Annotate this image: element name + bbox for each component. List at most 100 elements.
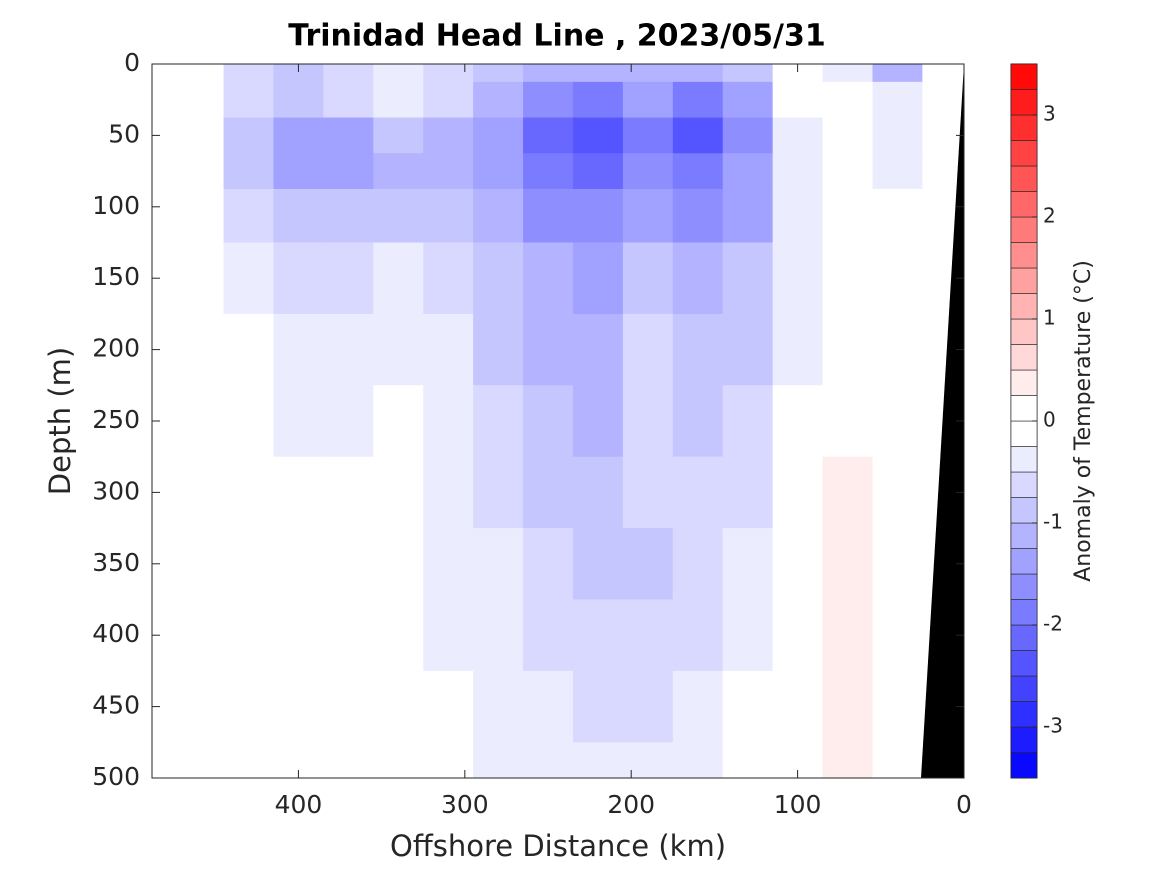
contour-cell xyxy=(423,64,474,83)
y-tick-label: 400 xyxy=(92,619,140,648)
contour-cell xyxy=(672,670,724,743)
y-tick-label: 500 xyxy=(92,762,140,791)
contour-cell xyxy=(423,599,474,672)
colorbar-label: Anomaly of Temperature (°C) xyxy=(1071,260,1096,582)
contour-cell xyxy=(722,456,774,529)
contour-cell xyxy=(473,188,524,244)
contour-cell xyxy=(423,456,474,529)
contour-cell xyxy=(722,670,774,743)
contour-cell xyxy=(223,188,275,244)
contour-cell xyxy=(273,528,324,601)
contour-cell xyxy=(872,313,924,386)
colorbar-band xyxy=(1010,344,1038,371)
contour-cell xyxy=(473,456,524,529)
contour-cell xyxy=(473,81,524,119)
contour-cell xyxy=(323,456,374,529)
colorbar-band xyxy=(1010,293,1038,320)
contour-cell xyxy=(373,313,424,386)
contour-cell xyxy=(772,117,824,154)
contour-cell xyxy=(822,64,874,83)
colorbar-band xyxy=(1010,624,1038,651)
contour-cell xyxy=(572,242,624,315)
contour-cell xyxy=(572,117,624,154)
contour-cell xyxy=(722,81,774,119)
colorbar-band xyxy=(1010,497,1038,524)
y-tick-label: 100 xyxy=(92,191,140,220)
contour-cell xyxy=(772,242,824,315)
contour-cell xyxy=(572,456,624,529)
contour-cell xyxy=(373,64,424,83)
y-tick-label: 300 xyxy=(92,476,140,505)
x-tick-label: 400 xyxy=(275,790,323,819)
colorbar-band xyxy=(1010,114,1038,141)
contour-cell xyxy=(572,528,624,601)
contour-cell xyxy=(672,528,724,601)
contour-cell xyxy=(672,385,724,458)
contour-cell xyxy=(822,188,874,244)
contour-cell xyxy=(722,242,774,315)
contour-cell xyxy=(872,188,924,244)
contour-cell xyxy=(822,742,874,779)
contour-cell xyxy=(872,742,924,779)
contour-cell xyxy=(273,81,324,119)
contour-cell xyxy=(672,742,724,779)
contour-cell xyxy=(872,153,924,190)
contour-cell xyxy=(672,313,724,386)
contour-cell xyxy=(523,188,574,244)
contour-cell xyxy=(622,242,674,315)
contour-cell xyxy=(223,64,275,83)
contour-cell xyxy=(822,456,874,529)
contour-cell xyxy=(223,599,275,672)
contour-cell xyxy=(722,153,774,190)
plot-frame xyxy=(151,63,965,779)
contour-cell xyxy=(223,313,275,386)
contour-cell xyxy=(772,528,824,601)
colorbar-band xyxy=(1010,675,1038,702)
contour-cell xyxy=(523,456,574,529)
contour-cell xyxy=(572,670,624,743)
contour-cell xyxy=(872,64,924,83)
y-tick-label: 150 xyxy=(92,262,140,291)
colorbar-band xyxy=(1010,548,1038,575)
contour-cell xyxy=(822,670,874,743)
contour-cell xyxy=(572,64,624,83)
contour-cell xyxy=(872,456,924,529)
contour-cell xyxy=(373,385,424,458)
contour-cell xyxy=(273,313,324,386)
contour-cell xyxy=(473,242,524,315)
contour-cell xyxy=(523,242,574,315)
contour-cell xyxy=(223,456,275,529)
contour-cell xyxy=(323,313,374,386)
contour-cell xyxy=(822,81,874,119)
contour-cell xyxy=(373,153,424,190)
contour-cell xyxy=(423,313,474,386)
contour-cell xyxy=(722,528,774,601)
contour-cell xyxy=(622,599,674,672)
contour-cell xyxy=(622,528,674,601)
contour-cell xyxy=(473,670,524,743)
contour-cell xyxy=(622,742,674,779)
contour-cell xyxy=(473,64,524,83)
contour-cell xyxy=(572,599,624,672)
contour-cell xyxy=(323,64,374,83)
contour-cell xyxy=(373,742,424,779)
contour-cell xyxy=(772,456,824,529)
contour-cell xyxy=(223,242,275,315)
contour-cell xyxy=(822,153,874,190)
x-axis-label: Offshore Distance (km) xyxy=(390,829,726,863)
contour-field xyxy=(223,64,965,779)
contour-cell xyxy=(223,742,275,779)
contour-cell xyxy=(373,670,424,743)
colorbar-band xyxy=(1010,165,1038,192)
contour-cell xyxy=(772,64,824,83)
colorbar-band xyxy=(1010,420,1038,447)
contour-cell xyxy=(423,528,474,601)
colorbar-tick-label: 0 xyxy=(1043,408,1056,432)
contour-cell xyxy=(772,313,824,386)
contour-cell xyxy=(373,188,424,244)
contour-cell xyxy=(223,528,275,601)
contour-cell xyxy=(323,117,374,154)
contour-cell xyxy=(722,313,774,386)
contour-cell xyxy=(572,742,624,779)
contour-cell xyxy=(523,81,574,119)
